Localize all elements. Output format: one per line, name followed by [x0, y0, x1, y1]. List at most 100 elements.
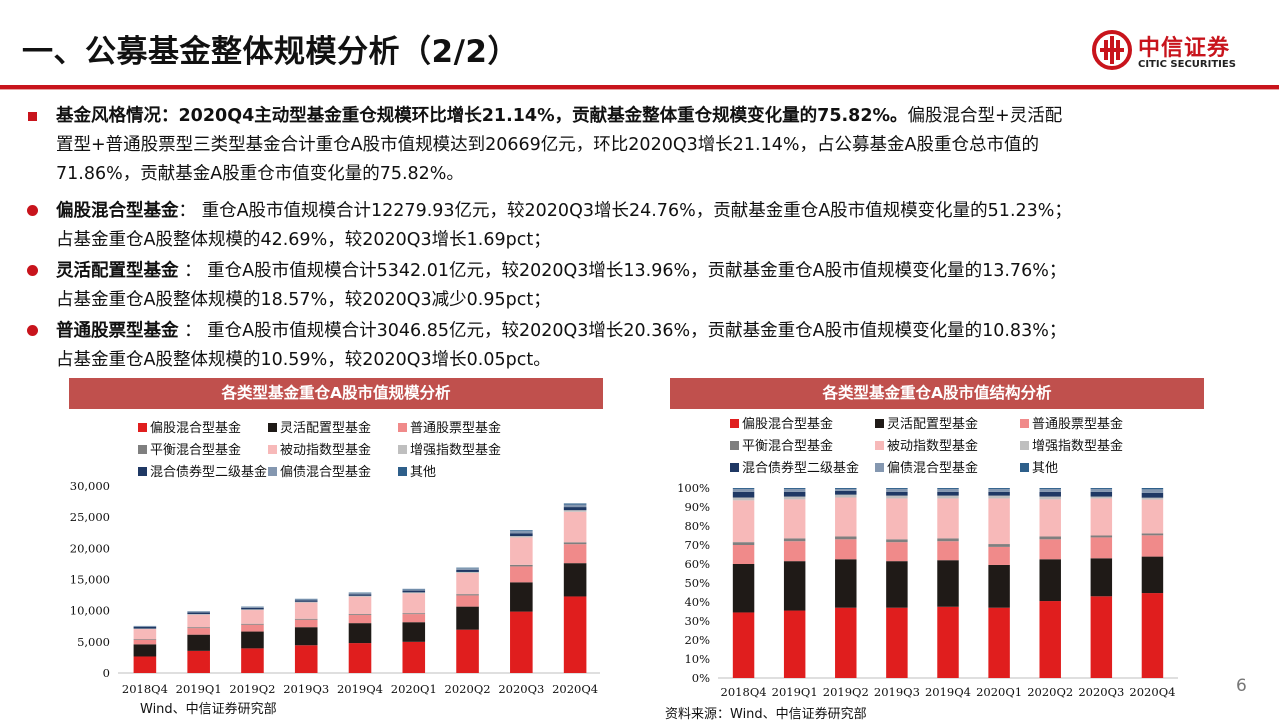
bar-segment [1142, 489, 1163, 493]
bar-segment [1142, 488, 1163, 489]
bar-segment [456, 568, 479, 569]
bar-segment [835, 489, 856, 491]
legend-label: 偏股混合型基金 [742, 417, 833, 432]
bar-segment [134, 626, 157, 627]
bar-segment [402, 591, 425, 593]
y-tick-label: 60% [684, 557, 710, 571]
bar-segment [1039, 489, 1060, 492]
bar-segment [1039, 488, 1060, 489]
bar-segment [937, 498, 958, 538]
legend-swatch [268, 445, 277, 454]
y-tick-label: 0% [692, 671, 710, 685]
bar-segment [733, 612, 754, 678]
x-tick-label: 2019Q1 [176, 682, 222, 696]
y-tick-label: 80% [684, 519, 710, 533]
bar-segment [349, 614, 372, 615]
legend-label: 普通股票型基金 [1032, 417, 1123, 432]
paragraph-flexible: 灵活配置型基金 ： 重仓A股市值规模合计5342.01亿元，较2020Q3增长1… [56, 257, 1256, 315]
bar-segment [349, 597, 372, 614]
bar-segment [456, 630, 479, 673]
bar-segment [1091, 558, 1112, 596]
paragraph-equity-hybrid: 偏股混合型基金： 重仓A股市值规模合计12279.93亿元，较2020Q3增长2… [56, 197, 1256, 255]
paragraph-stock-lines: ： 重仓A股市值规模合计3046.85亿元，较2020Q3增长20.36%，贡献… [56, 321, 1066, 370]
bar-segment [886, 489, 907, 492]
legend-swatch [875, 463, 884, 472]
bar-segment [988, 608, 1009, 678]
x-tick-label: 2020Q1 [391, 682, 437, 696]
bar-segment [134, 639, 157, 640]
paragraph-stock-line1: ： 重仓A股市值规模合计3046.85亿元，较2020Q3增长20.36%，贡献… [179, 321, 1067, 341]
paragraph-fund-style-lead: 基金风格情况：2020Q4主动型基金重仓规模环比增长21.14%，贡献基金整体重… [56, 106, 908, 126]
bar-segment [733, 489, 754, 492]
bar-segment [134, 656, 157, 673]
bar-segment [988, 544, 1009, 547]
legend-swatch [398, 445, 407, 454]
legend-item: 偏股混合型基金 [138, 417, 241, 436]
y-tick-label: 20,000 [70, 541, 110, 555]
bar-segment [456, 572, 479, 573]
bar-segment [456, 568, 479, 570]
bar-segment [886, 542, 907, 561]
citic-logo-icon [1092, 28, 1132, 74]
bar-segment [456, 573, 479, 594]
bar-segment [564, 512, 587, 543]
bar-segment [1142, 493, 1163, 498]
bar-segment [349, 615, 372, 623]
bar-segment [784, 488, 805, 489]
bar-segment [241, 610, 264, 624]
legend-item: 灵活配置型基金 [875, 413, 978, 432]
legend-swatch [730, 419, 739, 428]
y-tick-label: 10,000 [70, 604, 110, 618]
bar-segment [241, 648, 264, 673]
bar-segment [784, 611, 805, 678]
bar-segment [1091, 536, 1112, 538]
bar-segment [1142, 500, 1163, 534]
bar-segment [784, 497, 805, 500]
bar-segment [784, 541, 805, 561]
paragraph-stock: 普通股票型基金 ： 重仓A股市值规模合计3046.85亿元，较2020Q3增长2… [56, 317, 1256, 375]
logo-text-en: CITIC SECURITIES [1138, 59, 1236, 70]
bar-segment [988, 498, 1009, 544]
legend-label: 平衡混合型基金 [150, 443, 241, 458]
bar-segment [1039, 559, 1060, 601]
bar-segment [510, 536, 533, 537]
bar-segment [784, 499, 805, 538]
bar-segment [733, 498, 754, 501]
bar-segment [988, 488, 1009, 489]
legend-label: 增强指数型基金 [410, 443, 501, 458]
bar-segment [134, 629, 157, 639]
bar-segment [456, 594, 479, 595]
legend-label: 其他 [1032, 461, 1058, 476]
bar-segment [456, 595, 479, 606]
bar-segment [349, 623, 372, 643]
bar-segment [295, 603, 318, 619]
bar-segment [349, 643, 372, 673]
bar-segment [134, 640, 157, 645]
bar-segment [295, 627, 318, 645]
bar-segment [187, 628, 210, 635]
bar-segment [510, 566, 533, 582]
bar-segment [886, 608, 907, 678]
bar-segment [937, 489, 958, 492]
bar-segment [510, 533, 533, 536]
bar-segment [1142, 533, 1163, 535]
bar-segment [886, 488, 907, 489]
legend-label: 灵活配置型基金 [280, 421, 371, 436]
y-tick-label: 40% [684, 595, 710, 609]
legend-label: 被动指数型基金 [887, 439, 978, 454]
y-tick-label: 50% [684, 576, 710, 590]
bar-segment [456, 607, 479, 630]
legend-label: 被动指数型基金 [280, 443, 371, 458]
legend-swatch [268, 423, 277, 432]
x-tick-label: 2019Q1 [772, 685, 818, 699]
bar-segment [187, 612, 210, 613]
y-tick-label: 100% [677, 481, 710, 495]
x-tick-label: 2020Q4 [1129, 685, 1175, 699]
bar-segment [1091, 537, 1112, 558]
bar-segment [134, 644, 157, 656]
bar-segment [784, 538, 805, 541]
bar-segment [733, 500, 754, 542]
bar-segment [510, 565, 533, 567]
bar-segment [1039, 601, 1060, 678]
paragraph-fund-style-line3: 71.86%，贡献基金A股重仓市值变化量的75.82%。 [56, 164, 464, 184]
